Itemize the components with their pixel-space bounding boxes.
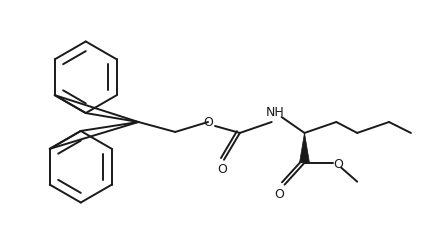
Text: O: O	[275, 188, 285, 201]
Text: O: O	[217, 163, 227, 176]
Text: O: O	[203, 115, 213, 129]
Text: O: O	[333, 158, 343, 171]
Text: NH: NH	[265, 106, 284, 119]
Polygon shape	[299, 133, 309, 163]
